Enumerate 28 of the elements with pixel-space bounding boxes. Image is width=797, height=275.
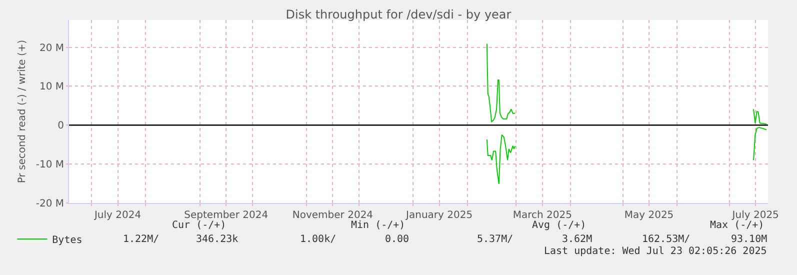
text: 1.00k/ bbox=[300, 234, 336, 245]
y-tick-label: 0 bbox=[58, 120, 64, 132]
x-tick-label: May 2025 bbox=[624, 210, 674, 221]
x-tick-label: March 2025 bbox=[512, 210, 572, 221]
text: 162.53M/ bbox=[642, 234, 690, 245]
text: 1.22M/ bbox=[123, 234, 160, 245]
text: Avg (-/+) bbox=[532, 220, 586, 231]
text: Min (-/+) bbox=[351, 220, 406, 231]
text: 93.10M bbox=[731, 234, 768, 245]
text: Cur (-/+) bbox=[172, 220, 226, 231]
legend-label: Bytes bbox=[52, 234, 82, 246]
x-tick-label: January 2025 bbox=[405, 210, 473, 221]
y-axis-title: Pr second read (-) / write (+) bbox=[16, 40, 28, 184]
x-tick-label: July 2024 bbox=[93, 210, 142, 221]
x-tick-label: November 2024 bbox=[292, 210, 374, 221]
y-tick-label: 10 M bbox=[39, 82, 64, 93]
x-tick-label: September 2024 bbox=[184, 210, 268, 221]
y-tick-label: 20 M bbox=[39, 42, 64, 54]
y-tick-label: -20 M bbox=[36, 198, 64, 210]
chart-title: Disk throughput for /dev/sdi - by year bbox=[286, 7, 512, 22]
text: 346.23k bbox=[196, 234, 238, 245]
text: 0.00 bbox=[385, 234, 410, 245]
text: Max (-/+) bbox=[710, 220, 764, 231]
text: 3.62M bbox=[562, 234, 592, 245]
text: 5.37M/ bbox=[477, 234, 514, 245]
y-tick-label: -10 M bbox=[36, 160, 64, 171]
text: Last update: Wed Jul 23 02:05:26 2025 bbox=[544, 246, 767, 257]
x-tick-label: July 2025 bbox=[731, 210, 779, 221]
